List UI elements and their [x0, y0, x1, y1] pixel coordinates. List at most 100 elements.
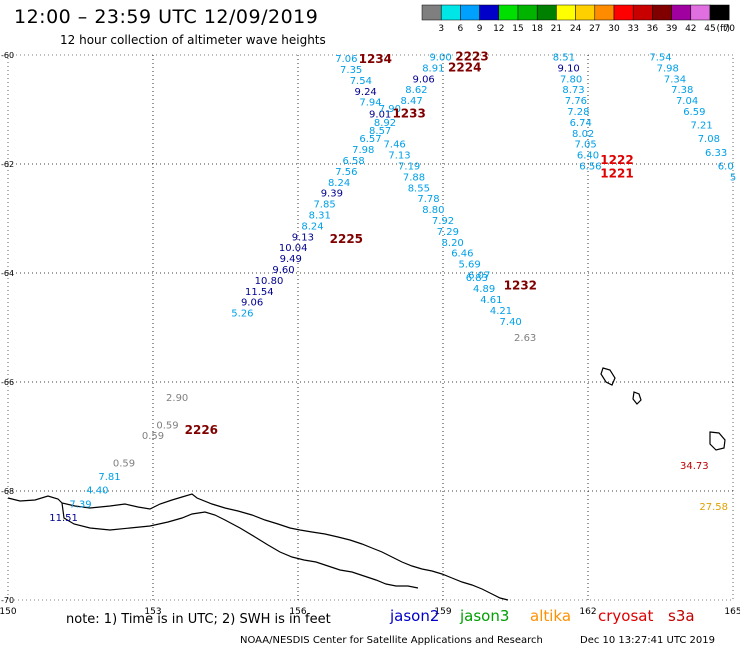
wave-height-label: 6.33: [705, 148, 727, 159]
wave-height-label: 9.49: [280, 254, 302, 265]
legend-swatch: [613, 4, 634, 21]
wave-height-label: 0.59: [113, 458, 135, 469]
legend-label: 42: [685, 24, 696, 34]
legend-label: 36: [647, 24, 659, 34]
wave-height-label: 9.24: [355, 87, 377, 98]
wave-height-label: 9.39: [321, 189, 343, 200]
wave-height-label: 6.59: [683, 107, 705, 118]
wave-height-label: 7.56: [335, 167, 357, 178]
satellite-jason3: jason3: [460, 607, 510, 625]
wave-height-label: 6.40: [577, 151, 599, 162]
lon-tick-label: 162: [579, 607, 596, 617]
lat-tick-label: -66: [1, 378, 14, 387]
wave-height-label: 7.98: [352, 145, 374, 156]
wave-height-label: 5: [730, 172, 736, 183]
wave-height-label: 8.51: [553, 52, 575, 63]
wave-height-label: 0.59: [142, 431, 164, 442]
wave-height-label: 4.21: [490, 306, 512, 317]
legend-swatch: [575, 4, 596, 21]
legend-label: 39: [666, 24, 678, 34]
lat-tick-label: -64: [1, 269, 14, 278]
wave-height-label: 7.90: [379, 104, 401, 115]
wave-height-label: 8.62: [405, 85, 427, 96]
legend-label: 27: [589, 24, 600, 34]
wave-height-label: 6.58: [342, 156, 364, 167]
wave-height-label: 4.40: [86, 486, 108, 497]
lon-tick-label: 156: [289, 607, 306, 617]
legend-swatch: [632, 4, 653, 21]
pass-time-label: 2226: [185, 423, 218, 437]
legend-swatch: [517, 4, 538, 21]
wave-height-label: 8.91: [422, 63, 444, 74]
wave-height-label: 9.00: [429, 52, 451, 63]
lat-tick-label: -70: [1, 596, 14, 605]
wave-height-label: 5.26: [231, 309, 253, 320]
pass-time-label: 2223: [455, 49, 488, 63]
legend-swatch: [421, 4, 442, 21]
wave-height-label: 8.47: [400, 96, 422, 107]
wave-height-label: 34.73: [680, 461, 709, 472]
wave-height-label: 7.29: [437, 227, 459, 238]
wave-height-label: 8.73: [562, 85, 584, 96]
wave-height-label: 8.20: [442, 238, 464, 249]
wave-height-label: 5.69: [458, 260, 480, 271]
legend-label: 24: [570, 24, 582, 34]
pass-time-label: 2225: [330, 232, 363, 246]
wave-height-label: 10.80: [255, 276, 284, 287]
legend-label: 33: [627, 24, 638, 34]
lat-tick-label: -68: [1, 487, 14, 496]
coastline-inner: [61, 502, 419, 589]
legend-swatch: [594, 4, 615, 21]
wave-height-label: 7.85: [313, 200, 335, 211]
lon-tick-label: 159: [434, 607, 451, 617]
pass-time-label: 1222: [600, 153, 633, 167]
wave-height-label: 6.0: [718, 161, 734, 172]
wave-height-label: 2.90: [166, 393, 188, 404]
wave-height-label: 7.80: [560, 74, 582, 85]
wave-height-label: 2.63: [514, 333, 536, 344]
wave-height-label: 6.57: [359, 134, 381, 145]
satellite-s3a: s3a: [668, 607, 695, 625]
wave-height-label: 6.46: [451, 249, 473, 260]
legend-label: 9: [477, 24, 483, 34]
wave-height-label: 4.61: [480, 295, 502, 306]
lat-tick-label: -60: [1, 51, 14, 60]
legend-swatch: [536, 4, 557, 21]
wave-height-label: 8.31: [309, 211, 331, 222]
wave-height-label: 7.54: [649, 52, 671, 63]
wave-height-label: 9.06: [241, 298, 263, 309]
wave-height-label: 7.54: [350, 76, 372, 87]
lon-tick-label: 153: [144, 607, 161, 617]
legend-swatch: [709, 4, 730, 21]
wave-height-label: 7.98: [657, 63, 679, 74]
wave-height-label: 10.04: [279, 243, 308, 254]
wave-height-label: 9.13: [292, 232, 314, 243]
legend-label: 18: [531, 24, 543, 34]
legend-swatch: [440, 4, 461, 21]
wave-height-label: 8.80: [422, 205, 444, 216]
map-title: 12:00 – 23:59 UTC 12/09/2019: [14, 6, 319, 28]
pass-time-label: 1232: [504, 278, 537, 292]
pass-time-label: 2224: [448, 60, 481, 74]
wave-height-label: 7.34: [664, 74, 686, 85]
pass-time-label: 1233: [392, 107, 425, 121]
wave-height-label: 7.04: [676, 96, 698, 107]
wave-height-label: 8.24: [328, 178, 350, 189]
wave-height-label: 9.06: [413, 74, 435, 85]
satellite-jason2: jason2: [390, 607, 440, 625]
satellite-cryosat: cryosat: [598, 607, 654, 625]
legend-label: 30: [608, 24, 620, 34]
wave-height-label: 9.10: [558, 63, 580, 74]
wave-height-label: 7.08: [698, 134, 720, 145]
wave-height-label: 6.56: [579, 161, 601, 172]
wave-height-label: 4.89: [473, 284, 495, 295]
legend-swatch: [671, 4, 692, 21]
wave-height-label: 7.13: [388, 151, 410, 162]
wave-height-label: 27.58: [699, 502, 728, 513]
map-frame: [7, 54, 734, 601]
wave-height-label: 7.40: [500, 317, 522, 328]
wave-height-label: 8.57: [369, 126, 391, 137]
wave-height-label: 7.78: [417, 194, 439, 205]
wave-height-label: 11.54: [245, 287, 274, 298]
pass-time-label: 1221: [600, 167, 633, 181]
